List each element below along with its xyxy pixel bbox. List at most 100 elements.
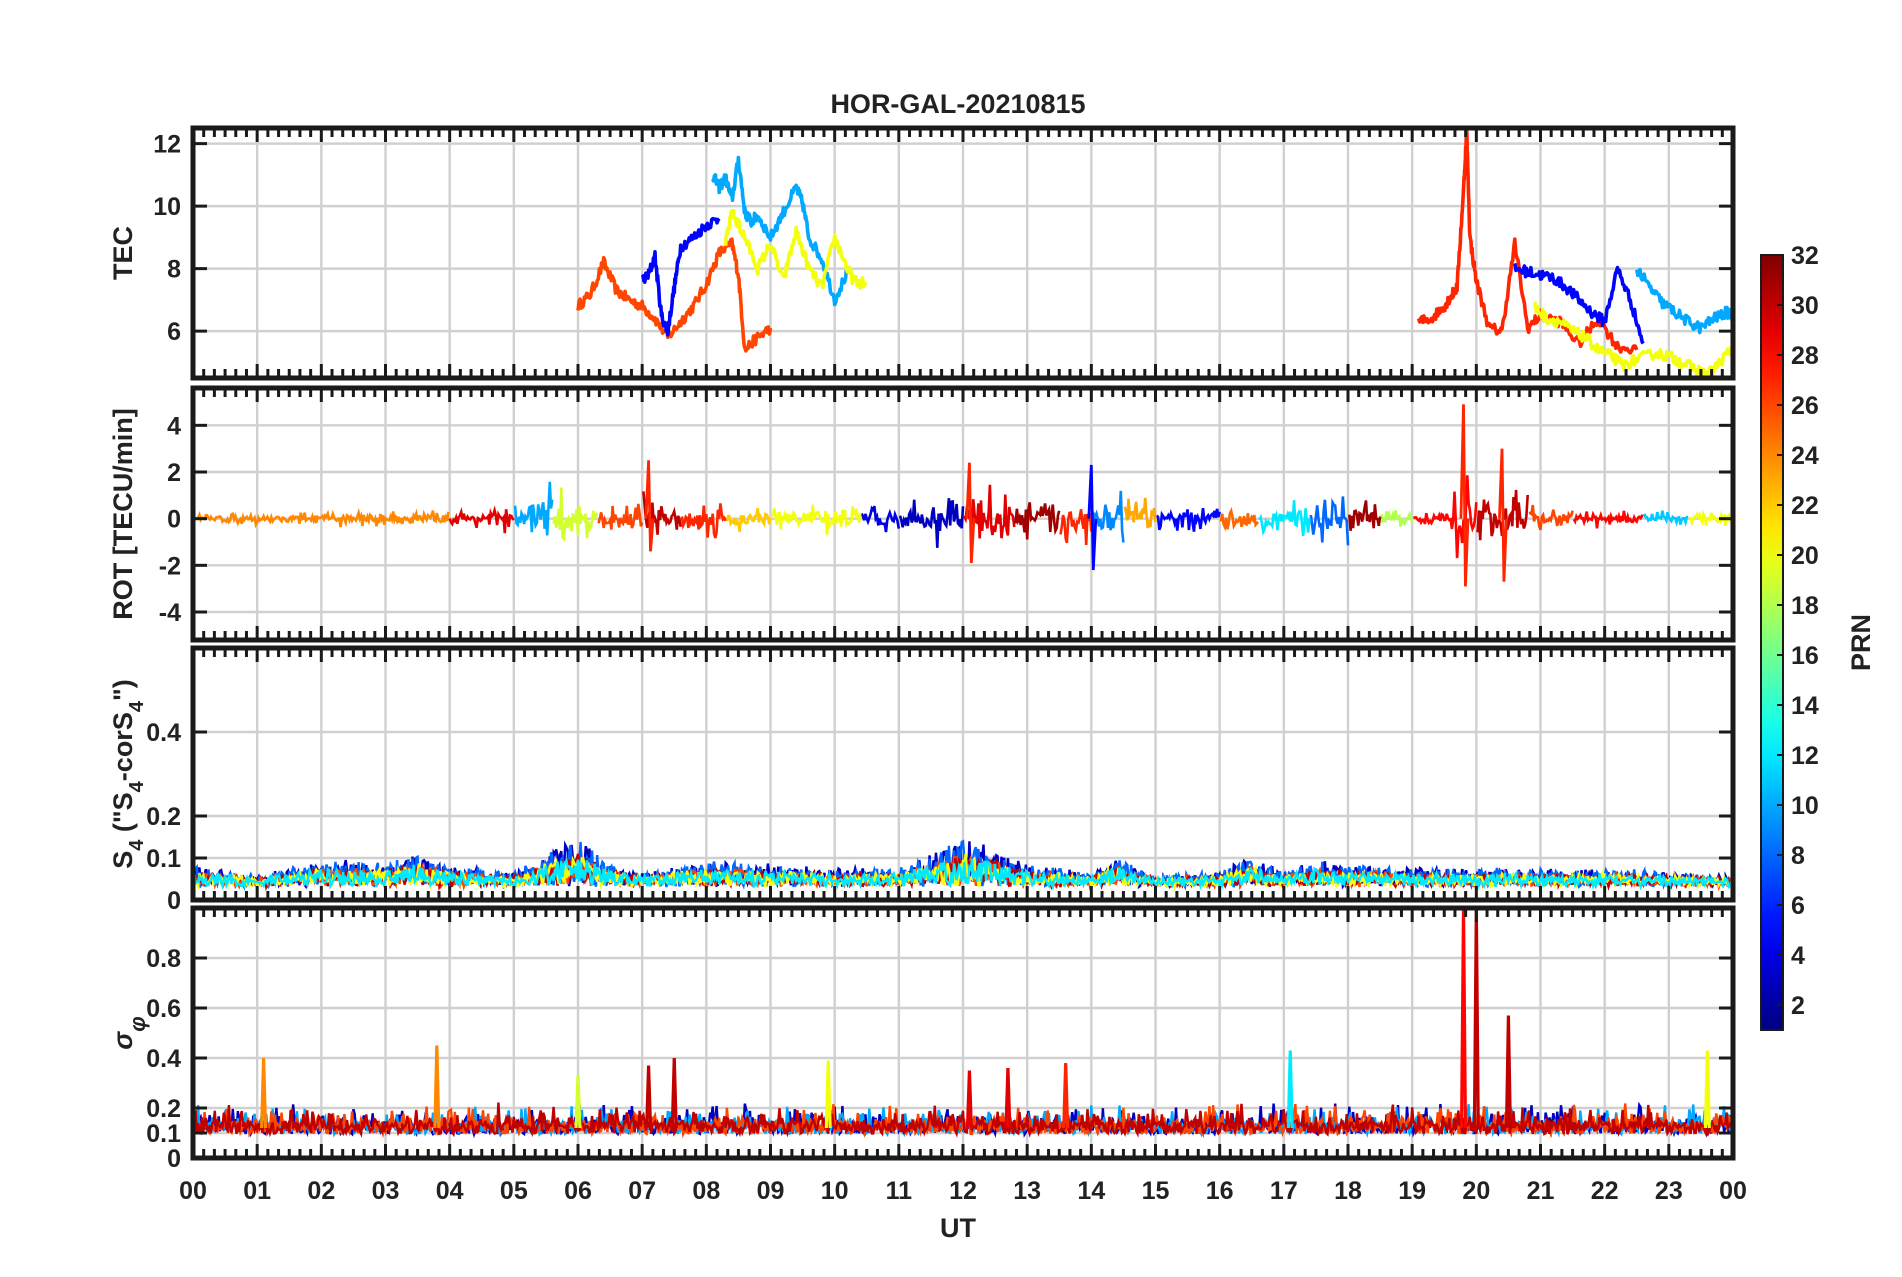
x-tick-label: 04 [436, 1177, 464, 1205]
panel-sigma-phi: 00.10.2 0.4 0.6 0.8 σφ [108, 905, 1736, 1173]
colorbar-tick-label: 24 [1791, 442, 1819, 470]
colorbar-label: PRN [1846, 614, 1876, 671]
y-tick-label: 0 [167, 1145, 181, 1173]
x-tick-label: 09 [757, 1177, 785, 1205]
x-tick-label: 05 [500, 1177, 528, 1205]
sigma-spike [574, 1075, 582, 1129]
x-tick-label: 13 [1013, 1177, 1041, 1205]
plot-area [193, 404, 1733, 587]
rot-series-prn-27 [680, 503, 1093, 545]
colorbar-gradient [1760, 254, 1784, 1031]
colorbar-tick-label: 12 [1791, 742, 1819, 770]
y-tick-label: 2 [167, 459, 181, 487]
rot-peak [1498, 448, 1508, 582]
rot-series-prn-11 [1643, 510, 1689, 527]
plot-area [193, 839, 1733, 892]
x-tick-label: 02 [307, 1177, 335, 1205]
panel-s4: 0 0.1 0.2 0.4S4 ("S4-corS4") [108, 645, 1736, 915]
x-axis-label: UT [940, 1213, 976, 1243]
x-tick-label: 11 [886, 1177, 913, 1205]
colorbar-tick-label: 18 [1791, 592, 1819, 620]
rot-series-prn-23 [1123, 497, 1157, 529]
tec-series-prn-10 [1635, 267, 1733, 335]
sigma-spike [1504, 1015, 1512, 1129]
rot-series-prn-22 [725, 507, 772, 533]
rot-peak [644, 460, 655, 552]
sigma-series-prn-30 [193, 1102, 1733, 1139]
rot-series-prn-3 [898, 498, 965, 548]
colorbar-tick-label: 4 [1791, 942, 1805, 970]
y-axis-label: TEC [108, 226, 138, 280]
y-axis-label: S4 ("S4-corS4") [108, 679, 148, 869]
x-tick-label: 03 [372, 1177, 400, 1205]
rot-series-prn-20 [771, 504, 1733, 536]
plot-area [193, 908, 1733, 1139]
colorbar-tick-label: 14 [1791, 692, 1819, 720]
y-tick-label: -4 [159, 599, 181, 627]
rot-peak [1087, 464, 1098, 571]
rot-series-prn-25 [1219, 506, 1260, 532]
y-tick-label: 10 [153, 193, 181, 221]
x-tick-label: 07 [628, 1177, 656, 1205]
y-tick-label: 12 [153, 131, 181, 159]
sigma-spike [1062, 1062, 1070, 1129]
colorbar-tick-label: 30 [1791, 292, 1819, 320]
colorbar-tick-label: 10 [1791, 792, 1819, 820]
x-tick-label: 18 [1334, 1177, 1362, 1205]
y-tick-label: 0.6 [146, 995, 181, 1023]
rot-peak [965, 462, 976, 564]
tec-series-prn-5 [1513, 263, 1645, 345]
colorbar-tick-label: 26 [1791, 392, 1819, 420]
colorbar-tick-label: 16 [1791, 642, 1819, 670]
sigma-spike [965, 1070, 973, 1129]
colorbar-tick-label: 28 [1791, 342, 1819, 370]
sigma-spike [645, 1065, 653, 1129]
tec-series-prn-20 [723, 208, 868, 290]
x-tick-label: 00 [1719, 1177, 1747, 1205]
rot-series-prn-29 [448, 484, 1016, 539]
chart-title: HOR-GAL-20210815 [830, 89, 1085, 119]
x-tick-label: 12 [949, 1177, 977, 1205]
y-tick-label: 0.2 [146, 1095, 181, 1123]
x-tick-label: 15 [1142, 1177, 1170, 1205]
x-tick-label: 19 [1398, 1177, 1426, 1205]
colorbar-tick-label: 22 [1791, 492, 1819, 520]
y-tick-label: 0 [167, 887, 181, 915]
colorbar-tick-label: 2 [1791, 992, 1805, 1020]
y-tick-label: 0 [167, 506, 181, 534]
sigma-spike [824, 1060, 832, 1129]
y-tick-label: 0.1 [146, 845, 181, 873]
colorbar-tick-label: 8 [1791, 842, 1805, 870]
x-tick-label: 17 [1270, 1177, 1298, 1205]
y-tick-label: 0.8 [146, 945, 181, 973]
y-tick-label: 0.1 [146, 1120, 181, 1148]
tec-series-prn-5 [640, 216, 721, 337]
rot-series-prn-19 [552, 487, 599, 542]
y-tick-label: 4 [167, 412, 181, 440]
x-tick-label: 00 [179, 1177, 207, 1205]
y-tick-label: 0.2 [146, 803, 181, 831]
y-axis-label: ROT [TECU/min] [108, 408, 138, 619]
colorbar-tick-label: 32 [1791, 242, 1819, 270]
x-tick-label: 20 [1462, 1177, 1490, 1205]
tec-series-prn-10 [711, 155, 850, 307]
sigma-spike [1286, 1050, 1294, 1129]
x-tick-label: 22 [1591, 1177, 1619, 1205]
x-tick-label: 10 [821, 1177, 849, 1205]
y-tick-label: 6 [167, 318, 181, 346]
sigma-spike [1472, 908, 1480, 1129]
colorbar-tick-label: 20 [1791, 542, 1819, 570]
sigma-spike [670, 1057, 678, 1129]
tec-series-prn-26 [576, 237, 773, 353]
rot-series-prn-5 [1155, 507, 1221, 532]
sigma-spike [1703, 1050, 1711, 1129]
panel-rot: -4 -2 0 2 4 ROT [TECU/min] [108, 385, 1736, 643]
rot-series-prn-26 [597, 503, 1574, 531]
rot-series-prn-8 [1309, 496, 1350, 546]
rot-peak [1459, 404, 1470, 587]
rot-series-prn-12 [1258, 500, 1311, 537]
